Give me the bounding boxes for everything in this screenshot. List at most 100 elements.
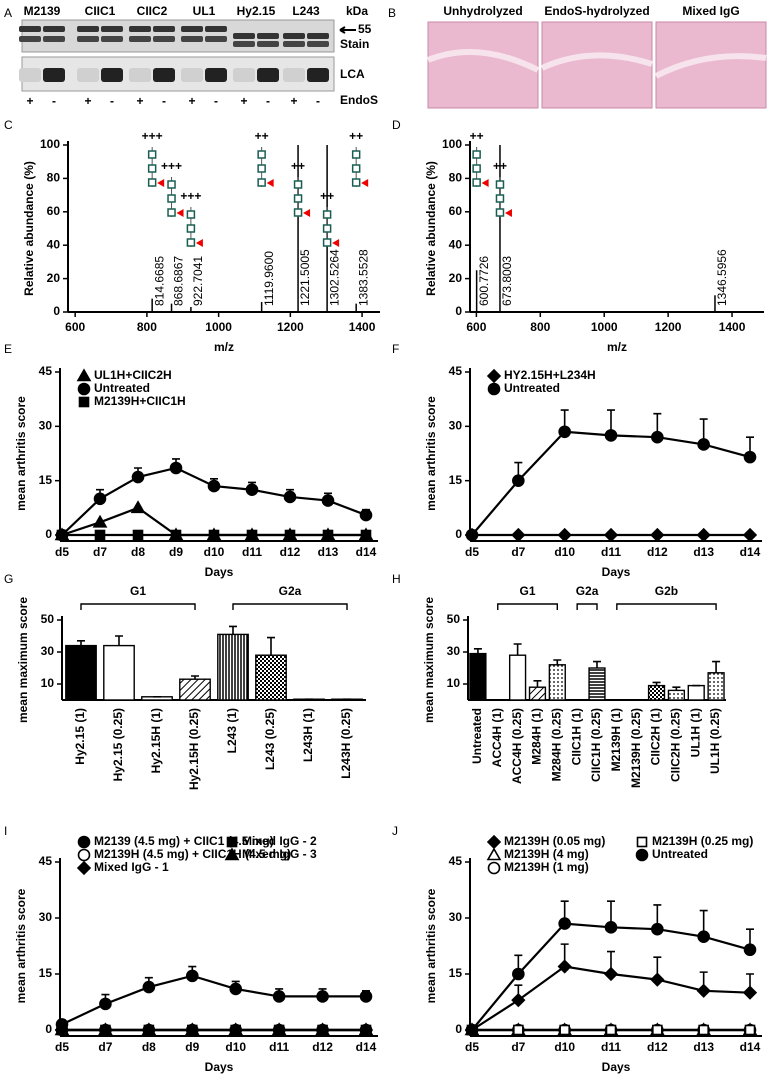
image-label: Mixed IgG (682, 4, 739, 18)
y-tick-label: 40 (47, 237, 61, 251)
data-point (170, 529, 182, 541)
x-tick-label: d12 (647, 1040, 668, 1054)
bar (179, 678, 211, 701)
y-tick-label: 45 (39, 364, 53, 378)
data-point (271, 1022, 287, 1036)
y-tick-label: 45 (449, 854, 463, 868)
bar (255, 654, 287, 701)
peak-label: 1119.9600 (262, 251, 276, 306)
endos-sign: - (52, 94, 56, 108)
group-bracket (232, 603, 348, 610)
x-tick-label: M2139H (0.25) (629, 708, 643, 788)
endos-sign: + (188, 94, 195, 108)
x-tick-label: ACC4H (0.25) (510, 708, 524, 784)
peak-label: 600.7726 (477, 256, 491, 306)
legend-label: Untreated (504, 381, 560, 395)
data-point (272, 990, 286, 1003)
y-tick-label: 80 (47, 171, 61, 185)
lane-label: M2139 (24, 4, 61, 18)
glycan-fucose (176, 209, 184, 217)
glycan-residue (472, 164, 481, 173)
x-axis-label: m/z (607, 340, 627, 354)
x-tick-label: d12 (280, 545, 301, 559)
peak-label: 814.6685 (152, 256, 166, 306)
x-axis-label: Days (205, 565, 234, 579)
data-point (605, 1024, 617, 1036)
data-point (99, 997, 112, 1011)
y-tick-label: 60 (449, 204, 463, 218)
glycan-fucose (303, 209, 311, 217)
y-tick-label: 0 (53, 304, 60, 318)
glycan-residue (495, 194, 505, 203)
series-line (61, 466, 367, 536)
x-axis-label: m/z (214, 340, 234, 354)
glycan-charge: ++ (493, 159, 507, 173)
x-tick-label: d10 (554, 1040, 575, 1054)
endos-sign: + (240, 94, 247, 108)
x-tick-label: Hy2.15H (1) (149, 708, 163, 773)
data-point (604, 429, 618, 442)
x-tick-label: d14 (740, 1040, 761, 1054)
x-tick-label: CIIC1H (0.25) (589, 708, 603, 782)
peak-label: 673.8003 (500, 256, 514, 306)
glycan-residue (293, 180, 303, 189)
endos-sign: - (110, 94, 114, 108)
stain-band (43, 36, 65, 42)
x-tick-label: d10 (554, 545, 575, 559)
data-point (93, 492, 107, 506)
endos-sign: + (136, 94, 143, 108)
x-tick-label: M284H (0.25) (549, 708, 563, 781)
data-point (56, 529, 68, 541)
data-point (512, 967, 525, 981)
lca-band (129, 68, 151, 82)
data-point (744, 1024, 756, 1036)
data-point (246, 529, 258, 541)
x-tick-label: CIIC2H (0.25) (669, 708, 683, 782)
data-point (465, 528, 479, 542)
y-tick-label: 50 (447, 612, 461, 626)
data-point (184, 1022, 200, 1036)
peak-label: 922.7041 (191, 256, 205, 306)
x-tick-label: d10 (204, 545, 225, 559)
error-bar (77, 640, 85, 646)
x-tick-label: 1000 (205, 320, 232, 334)
lca-band (233, 68, 255, 82)
y-tick-label: 0 (45, 1022, 52, 1036)
data-point (558, 425, 571, 439)
x-tick-label: d5 (465, 1040, 479, 1054)
x-tick-label: d7 (511, 545, 525, 559)
y-tick-label: 0 (455, 304, 462, 318)
data-point (698, 1024, 709, 1036)
data-point (169, 461, 183, 475)
y-tick-label: 40 (449, 237, 463, 251)
x-tick-label: L243H (0.25) (339, 708, 353, 779)
data-point (604, 921, 618, 934)
stain-band (153, 36, 175, 42)
error-bar (229, 625, 237, 635)
glycan-charge: ++ (470, 129, 484, 143)
legend-marker (486, 834, 502, 850)
image-label: EndoS-hydrolyzed (544, 4, 649, 18)
glycan-residue (322, 224, 332, 233)
lane-label: CIIC1 (85, 4, 116, 18)
panel-letter: H (392, 572, 401, 586)
bar (528, 686, 547, 701)
glycan-residue (147, 164, 157, 173)
lca-band (257, 68, 279, 82)
legend-marker (487, 861, 501, 875)
lca-band (307, 68, 329, 82)
legend-marker (77, 848, 91, 862)
stain-band (153, 26, 175, 32)
x-tick-label: 1400 (719, 320, 746, 334)
error-bar (267, 636, 275, 656)
error-bar (473, 648, 482, 654)
data-point (315, 1022, 330, 1036)
glycan-charge: ++ (349, 129, 363, 143)
histology-texture (426, 49, 540, 73)
data-point (559, 1024, 570, 1036)
lane-label: UL1 (193, 4, 216, 18)
data-point (359, 508, 373, 522)
glycan-residue (322, 210, 332, 219)
lca-band (283, 68, 305, 82)
bar (588, 667, 606, 701)
